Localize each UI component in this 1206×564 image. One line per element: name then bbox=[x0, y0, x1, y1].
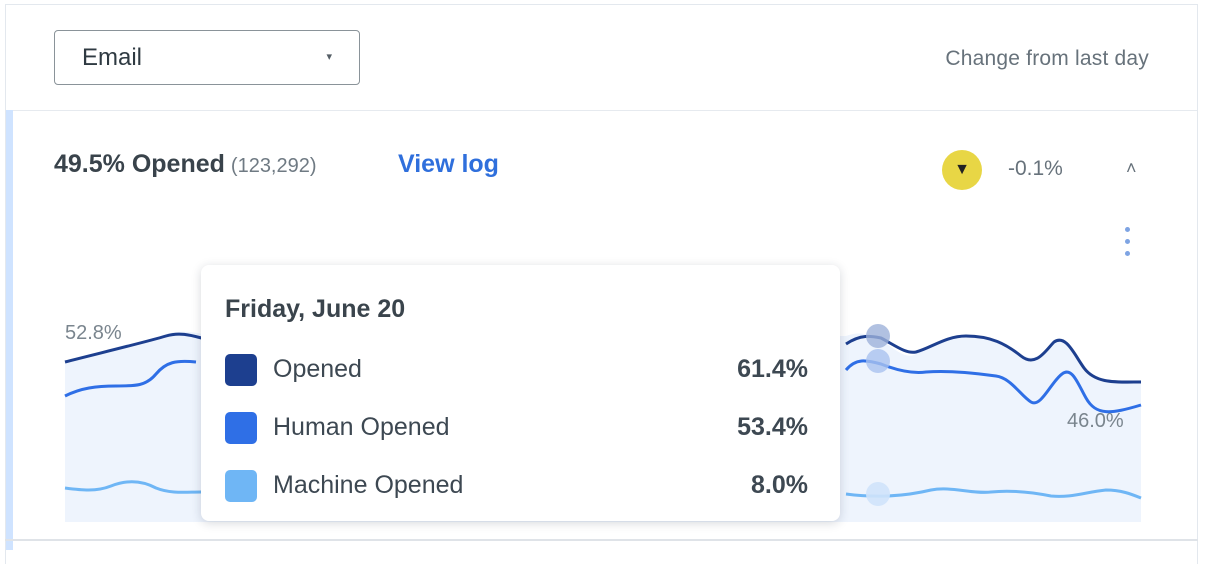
tooltip-row-human-opened: Human Opened 53.4% bbox=[225, 411, 808, 444]
hover-point-human-opened bbox=[866, 349, 890, 373]
start-value-annotation: 52.8% bbox=[65, 322, 122, 344]
metric-title: 49.5% Opened bbox=[54, 150, 225, 178]
trend-badge: ▼ bbox=[942, 150, 982, 190]
hover-point-opened bbox=[866, 324, 890, 348]
metric-headline: 49.5% Opened (123,292) bbox=[54, 150, 317, 179]
delta-value: -0.1% bbox=[1008, 157, 1063, 180]
legend-swatch-human-opened bbox=[225, 412, 257, 444]
tooltip-label: Machine Opened bbox=[273, 471, 464, 499]
tooltip-value: 8.0% bbox=[751, 471, 808, 499]
tooltip-label: Opened bbox=[273, 355, 362, 383]
hover-point-machine-opened bbox=[866, 482, 890, 506]
legend-swatch-machine-opened bbox=[225, 470, 257, 502]
tooltip-value: 53.4% bbox=[737, 413, 808, 441]
opened-metric-section: 49.5% Opened (123,292) View log ▼ -0.1% ˄… bbox=[6, 110, 1197, 550]
change-label: Change from last day bbox=[945, 47, 1149, 70]
section-accent-bar bbox=[6, 110, 13, 550]
card-bottom-divider bbox=[5, 539, 1198, 541]
legend-swatch-opened bbox=[225, 354, 257, 386]
channel-select-value: Email bbox=[82, 44, 143, 71]
metrics-card: Email ▾ Change from last day 49.5% Opene… bbox=[5, 4, 1198, 564]
end-value-annotation: 46.0% bbox=[1067, 410, 1124, 432]
tooltip-date: Friday, June 20 bbox=[225, 295, 406, 323]
tooltip-value: 61.4% bbox=[737, 355, 808, 383]
chevron-down-icon: ▾ bbox=[326, 51, 332, 63]
metric-count: (123,292) bbox=[230, 155, 317, 177]
tooltip-label: Human Opened bbox=[273, 413, 450, 441]
channel-select[interactable]: Email ▾ bbox=[54, 30, 360, 85]
chevron-up-icon[interactable]: ˄ bbox=[1126, 158, 1137, 178]
more-options-icon[interactable] bbox=[1114, 227, 1140, 267]
triangle-down-icon: ▼ bbox=[954, 161, 970, 178]
view-log-link[interactable]: View log bbox=[398, 150, 499, 178]
card-header: Email ▾ Change from last day bbox=[6, 5, 1197, 111]
machine-opened-series-line bbox=[64, 480, 1142, 500]
chart-tooltip: Friday, June 20 Opened 61.4% Human Opene… bbox=[201, 265, 840, 521]
tooltip-row-opened: Opened 61.4% bbox=[225, 353, 808, 386]
tooltip-row-machine-opened: Machine Opened 8.0% bbox=[225, 469, 808, 502]
